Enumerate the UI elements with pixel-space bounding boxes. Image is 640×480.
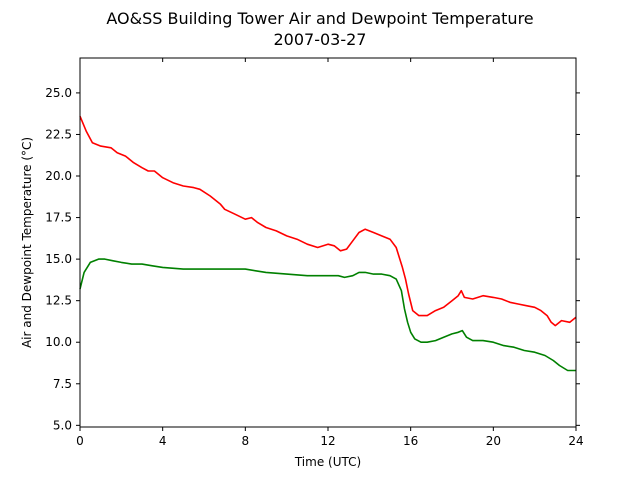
- chart-subtitle: 2007-03-27: [274, 30, 367, 49]
- series-line-1: [79, 115, 577, 327]
- x-tick-label: 16: [403, 434, 418, 448]
- x-axis-label: Time (UTC): [294, 455, 361, 469]
- y-tick-label: 12.5: [45, 294, 72, 308]
- series-line-2: [79, 258, 576, 372]
- x-tick-label: 24: [568, 434, 583, 448]
- chart-title: AO&SS Building Tower Air and Dewpoint Te…: [106, 9, 533, 28]
- x-tick-label: 8: [242, 434, 250, 448]
- y-tick-label: 15.0: [45, 252, 72, 266]
- x-tick-label: 20: [486, 434, 501, 448]
- y-tick-label: 7.5: [53, 377, 72, 391]
- y-tick-label: 20.0: [45, 169, 72, 183]
- y-tick-label: 10.0: [45, 335, 72, 349]
- y-tick-label: 22.5: [45, 127, 72, 141]
- x-tick-label: 4: [159, 434, 167, 448]
- y-axis-label: Air and Dewpoint Temperature (°C): [20, 137, 34, 348]
- x-tick-label: 0: [76, 434, 84, 448]
- y-tick-label: 5.0: [53, 418, 72, 432]
- y-tick-label: 17.5: [45, 211, 72, 225]
- plot-area: [79, 115, 577, 372]
- x-tick-label: 12: [320, 434, 335, 448]
- x-axis: 0 4 8 12 16 20 24: [76, 58, 584, 448]
- y-tick-label: 25.0: [45, 86, 72, 100]
- y-axis: 5.0 7.5 10.0 12.5 15.0 17.5 20.0 22.5 25.0: [45, 86, 580, 432]
